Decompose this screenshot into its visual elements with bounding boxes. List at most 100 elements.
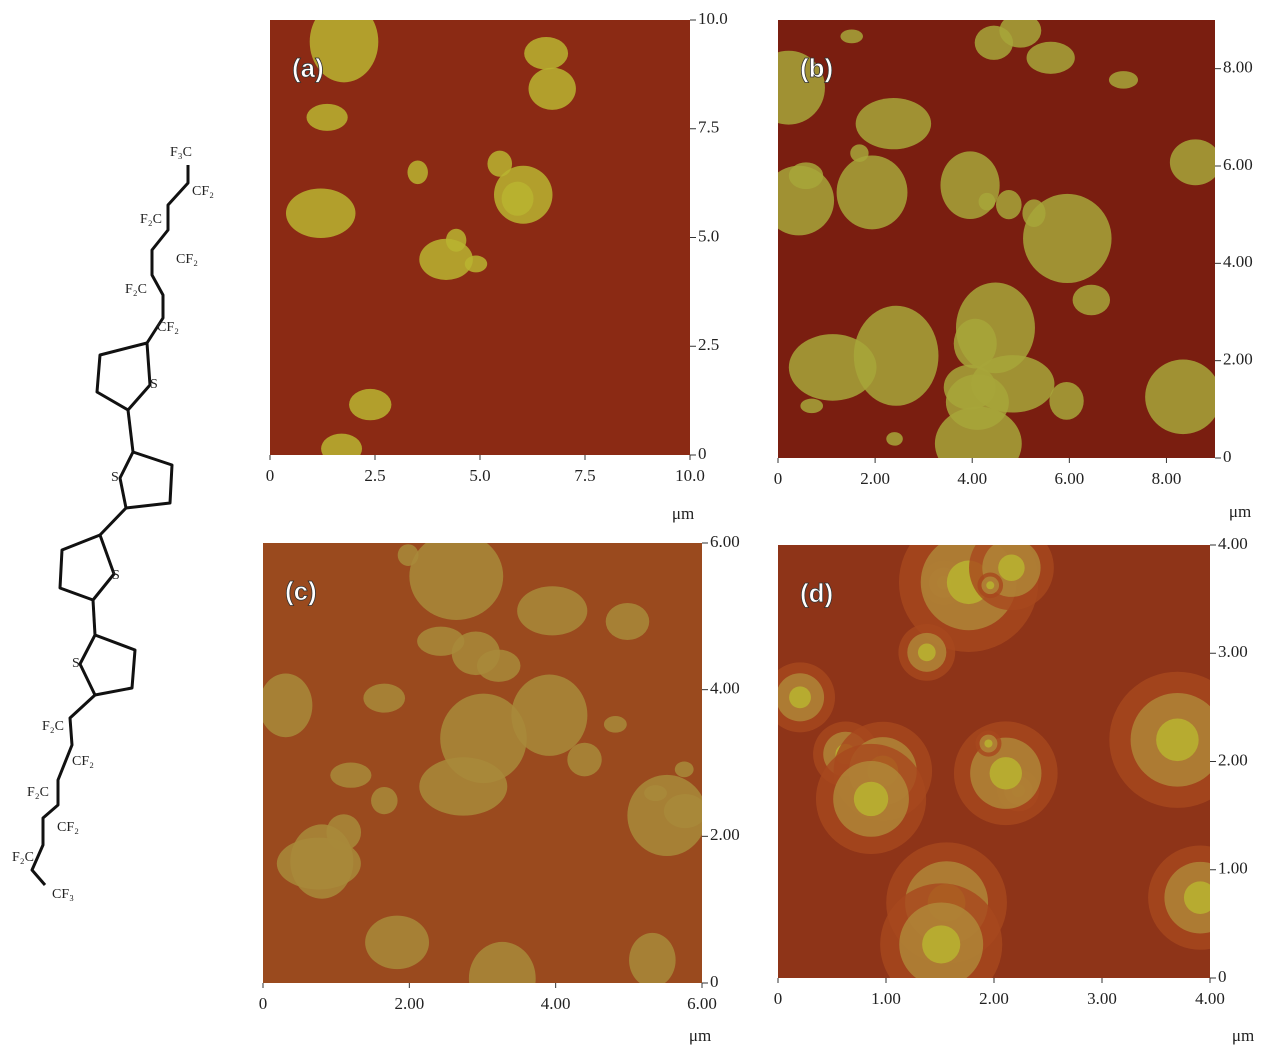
domain (349, 389, 391, 420)
panel-label: (c) (285, 576, 317, 606)
domain (840, 29, 863, 43)
x-tick-label: 2.5 (364, 466, 385, 485)
figure: F₃CCF₂F₂CCF₂F₂CCF₂SSSSF₂CCF₂F₂CCF₂F₂CCF₃… (0, 0, 1265, 1047)
afm-panel: (d) 0 1.00 2.00 3.00 4.00 4.00 3.00 2.00 1.00 0 μm (765, 513, 1254, 1045)
bond (128, 410, 133, 452)
domain (940, 151, 999, 219)
domain (409, 532, 503, 620)
domain (290, 824, 353, 898)
x-tick-label: 0 (259, 994, 268, 1013)
domain (1170, 139, 1221, 185)
terrace (789, 686, 811, 708)
y-tick-label: 4.00 (1223, 252, 1253, 271)
afm-panel: (b)02.004.006.008.008.006.004.002.000μm (752, 13, 1252, 520)
domain (1109, 71, 1138, 89)
domain (529, 68, 576, 110)
x-tick-label: 2.00 (394, 994, 424, 1013)
atom-label: CF₃ (52, 887, 74, 902)
y-tick-label: 1.00 (1218, 859, 1248, 878)
domain (494, 166, 552, 224)
domain (1145, 360, 1221, 435)
atom-label: S (150, 377, 158, 392)
domain (419, 239, 473, 280)
domain (517, 586, 587, 635)
x-tick-label: 0 (266, 466, 275, 485)
atom-label: S (111, 470, 119, 485)
domain (789, 162, 823, 189)
x-tick-label: 4.00 (957, 469, 987, 488)
axis-unit: μm (689, 1026, 711, 1045)
atom-label: CF₂ (72, 754, 94, 769)
domain (975, 26, 1013, 60)
x-tick-label: 3.00 (1087, 989, 1117, 1008)
domain (606, 603, 650, 640)
panel-label: (d) (800, 578, 833, 608)
terrace (990, 757, 1022, 789)
terrace (986, 581, 994, 589)
x-tick-label: 10.0 (675, 466, 705, 485)
atom-label: F₃C (170, 145, 192, 160)
y-tick-label: 10.0 (698, 9, 728, 28)
terrace (1184, 881, 1217, 914)
domain (371, 787, 398, 814)
y-tick-label: 3.00 (1218, 642, 1248, 661)
atom-label: S (112, 568, 120, 583)
atom-label: F₂C (140, 212, 162, 227)
domain (321, 434, 362, 464)
thiophene-ring (60, 535, 114, 600)
y-tick-label: 4.00 (1218, 534, 1248, 553)
bond (93, 600, 95, 635)
panel-label: (a) (292, 53, 324, 83)
thiophene-ring (80, 635, 135, 695)
domain (675, 762, 694, 778)
y-tick-label: 2.5 (698, 335, 719, 354)
domain (363, 684, 405, 713)
atom-label: CF₂ (157, 320, 179, 335)
atom-label: CF₂ (57, 820, 79, 835)
domain (417, 627, 464, 656)
domain (398, 544, 419, 566)
x-tick-label: 2.00 (979, 989, 1009, 1008)
afm-image (270, 20, 690, 455)
axis-unit: μm (1232, 1026, 1254, 1045)
y-tick-label: 0 (698, 444, 707, 463)
axis-unit: μm (1229, 502, 1251, 521)
domain (604, 716, 627, 733)
x-tick-label: 7.5 (574, 466, 595, 485)
terrace (854, 782, 888, 816)
atom-label: CF₂ (192, 184, 214, 199)
y-tick-label: 0 (1218, 967, 1227, 986)
y-tick-label: 5.0 (698, 226, 719, 245)
domain (800, 399, 823, 414)
domain (956, 282, 1035, 373)
terrace (1156, 719, 1199, 762)
domain (629, 933, 676, 987)
x-tick-label: 4.00 (1195, 989, 1225, 1008)
atom-label: F₂C (42, 719, 64, 734)
domain (469, 942, 536, 1015)
y-tick-label: 7.5 (698, 118, 719, 137)
x-tick-label: 8.00 (1152, 469, 1182, 488)
thiophene-ring (97, 343, 150, 410)
domain (419, 757, 507, 815)
x-tick-label: 0 (774, 989, 783, 1008)
domain (1073, 285, 1110, 316)
y-tick-label: 2.00 (1218, 750, 1248, 769)
y-tick-label: 0 (1223, 447, 1232, 466)
axis-unit: μm (672, 504, 694, 523)
domain (996, 190, 1022, 219)
x-tick-label: 6.00 (1054, 469, 1084, 488)
domain (664, 794, 707, 828)
domain (837, 155, 908, 229)
domain (524, 37, 568, 70)
y-tick-label: 2.00 (710, 825, 740, 844)
y-tick-label: 8.00 (1223, 58, 1253, 77)
y-tick-label: 0 (710, 972, 719, 991)
x-tick-label: 1.00 (871, 989, 901, 1008)
x-tick-label: 6.00 (687, 994, 717, 1013)
y-tick-label: 6.00 (1223, 155, 1253, 174)
bond (100, 508, 126, 535)
